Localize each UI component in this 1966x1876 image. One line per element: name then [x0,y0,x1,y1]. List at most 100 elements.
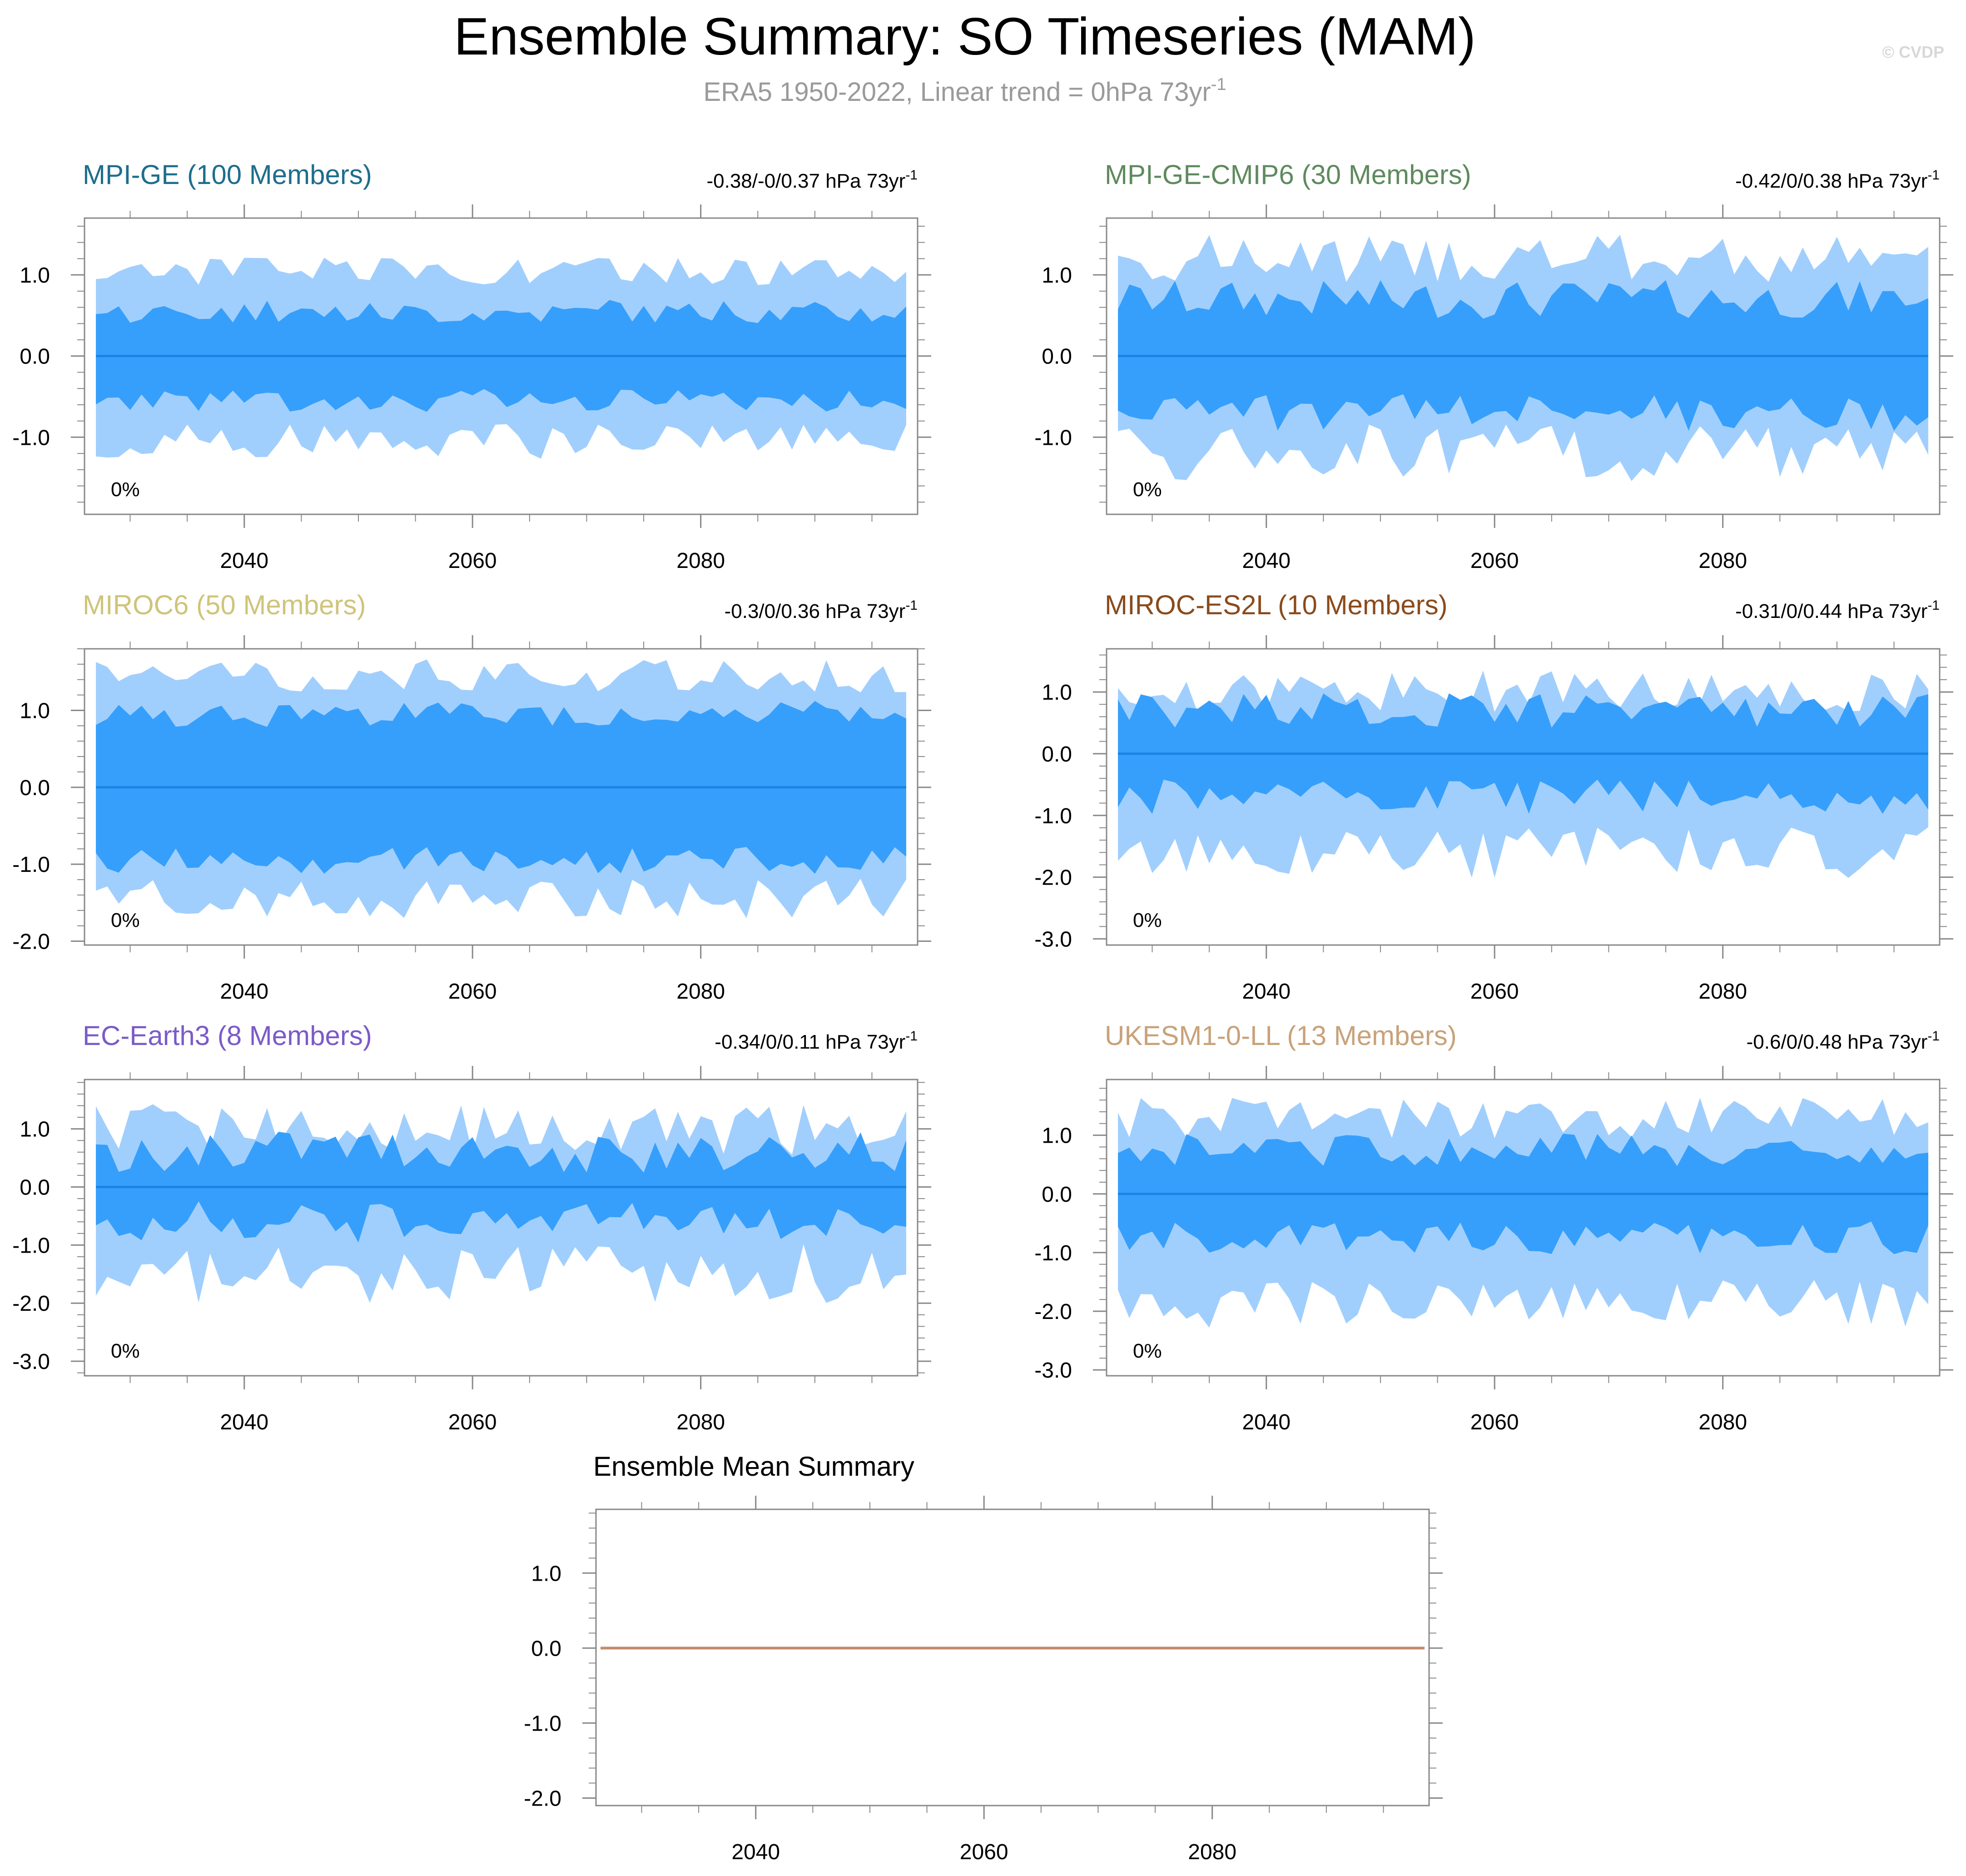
x-tick-label: 2080 [676,1410,725,1434]
x-tick-label: 2060 [1470,980,1519,1004]
panel-title: MPI-GE-CMIP6 (30 Members) [1105,159,1471,190]
y-tick-label: -3.0 [1034,927,1072,951]
panel-miroc-es2l: MIROC-ES2L (10 Members) -0.31/0/0.44 hPa … [1034,590,1953,1004]
x-tick-label: 2060 [448,1410,497,1434]
percent-label: 0% [111,909,140,931]
x-tick-label: 2040 [1242,980,1291,1004]
percent-label: 0% [1133,909,1162,931]
plot-frame [595,1508,1430,1806]
y-tick-label: -1.0 [1034,804,1072,828]
y-tick-label: 0.0 [1042,1183,1072,1207]
stat-main: -0.31/0/0.44 hPa 73yr [1735,600,1927,622]
panel-stat-label: -0.3/0/0.36 hPa 73yr-1 [725,598,918,622]
panel-stat-label: -0.42/0/0.38 hPa 73yr-1 [1735,168,1940,192]
y-tick-label: -2.0 [12,930,50,954]
percent-label: 0% [1133,478,1162,501]
stat-superscript: -1 [1927,598,1940,613]
panel-ukesm1-0-ll: UKESM1-0-LL (13 Members) -0.6/0/0.48 hPa … [1034,1020,1953,1434]
y-tick-label: 1.0 [20,264,50,288]
panel-title: MIROC-ES2L (10 Members) [1105,590,1448,620]
panel-title: Ensemble Mean Summary [593,1451,914,1482]
stat-main: -0.42/0/0.38 hPa 73yr [1735,170,1927,192]
stat-main: -0.6/0/0.48 hPa 73yr [1747,1031,1928,1053]
stat-superscript: -1 [905,598,918,613]
panel-title: UKESM1-0-LL (13 Members) [1105,1020,1457,1051]
y-tick-label: 1.0 [1042,1124,1072,1148]
y-tick-label: 0.0 [20,345,50,369]
stat-superscript: -1 [1927,168,1940,183]
panel-miroc6: MIROC6 (50 Members) -0.3/0/0.36 hPa 73yr-… [12,590,931,1004]
x-tick-label: 2060 [1470,1410,1519,1434]
figure-subtitle: ERA5 1950-2022, Linear trend = 0hPa 73yr… [703,75,1226,107]
subtitle-main: ERA5 1950-2022, Linear trend = 0hPa 73yr [703,77,1211,107]
plot-frame [1106,1079,1941,1377]
y-tick-label: -1.0 [1034,1241,1072,1265]
y-tick-label: 0.0 [20,776,50,800]
x-tick-label: 2080 [676,980,725,1004]
plot-frame [1106,217,1941,515]
y-tick-label: 0.0 [20,1176,50,1200]
x-tick-label: 2060 [448,549,497,573]
x-tick-label: 2060 [1470,549,1519,573]
panel-title: EC-Earth3 (8 Members) [83,1020,372,1051]
y-tick-label: -1.0 [12,1234,50,1258]
y-tick-label: -2.0 [12,1292,50,1316]
panels: MPI-GE (100 Members) -0.38/-0/0.37 hPa 73… [12,159,1953,1864]
panel-title: MPI-GE (100 Members) [83,159,372,190]
y-tick-label: -1.0 [524,1712,561,1736]
plot-frame [1106,648,1941,946]
copyright-label: © CVDP [1882,43,1944,61]
y-tick-label: -2.0 [1034,1300,1072,1324]
y-tick-label: 1.0 [20,1118,50,1142]
y-tick-label: 1.0 [1042,264,1072,288]
panel-ensemble-mean: Ensemble Mean Summary 1.0 0.0 -1.0 -2.0 2040 2… [524,1451,1443,1864]
x-tick-label: 2080 [1698,1410,1747,1434]
stat-superscript: -1 [905,168,918,183]
x-tick-label: 2060 [448,980,497,1004]
y-tick-label: -2.0 [524,1786,561,1811]
stat-main: -0.34/0/0.11 hPa 73yr [715,1031,905,1053]
x-tick-label: 2040 [220,980,268,1004]
panel-stat-label: -0.6/0/0.48 hPa 73yr-1 [1747,1029,1940,1053]
panel-title: MIROC6 (50 Members) [83,590,366,620]
y-tick-label: -1.0 [12,853,50,877]
y-tick-label: 1.0 [1042,681,1072,705]
percent-label: 0% [111,1340,140,1362]
x-tick-label: 2040 [1242,549,1291,573]
stat-superscript: -1 [905,1029,918,1044]
subtitle-superscript: -1 [1211,75,1226,94]
x-tick-label: 2040 [731,1840,780,1864]
y-tick-label: 1.0 [531,1562,561,1586]
x-tick-label: 2060 [960,1840,1008,1864]
stat-superscript: -1 [1927,1029,1940,1044]
y-tick-label: -3.0 [1034,1358,1072,1383]
panel-stat-label: -0.38/-0/0.37 hPa 73yr-1 [706,168,918,192]
x-tick-label: 2080 [1188,1840,1236,1864]
y-tick-label: 1.0 [20,699,50,723]
x-tick-label: 2080 [1698,980,1747,1004]
panel-mpi-ge-cmip6: MPI-GE-CMIP6 (30 Members) -0.42/0/0.38 hP… [1034,159,1953,573]
x-tick-label: 2080 [676,549,725,573]
plot-frame [84,217,918,515]
plot-frame [84,1079,918,1377]
panel-stat-label: -0.34/0/0.11 hPa 73yr-1 [715,1029,918,1053]
plot-frame [84,648,918,946]
panel-mpi-ge: MPI-GE (100 Members) -0.38/-0/0.37 hPa 73… [12,159,931,573]
percent-label: 0% [1133,1340,1162,1362]
x-tick-label: 2040 [220,549,268,573]
x-tick-label: 2080 [1698,549,1747,573]
panel-stat-label: -0.31/0/0.44 hPa 73yr-1 [1735,598,1940,622]
percent-label: 0% [111,478,140,501]
y-tick-label: 0.0 [1042,742,1072,766]
y-tick-label: -3.0 [12,1350,50,1374]
stat-main: -0.3/0/0.36 hPa 73yr [725,600,906,622]
panel-ec-earth3: EC-Earth3 (8 Members) -0.34/0/0.11 hPa 73… [12,1020,931,1434]
x-tick-label: 2040 [220,1410,268,1434]
y-tick-label: -1.0 [12,426,50,450]
y-tick-label: -2.0 [1034,866,1072,890]
y-tick-label: -1.0 [1034,426,1072,450]
figure-title: Ensemble Summary: SO Timeseries (MAM) [454,7,1476,66]
x-tick-label: 2040 [1242,1410,1291,1434]
